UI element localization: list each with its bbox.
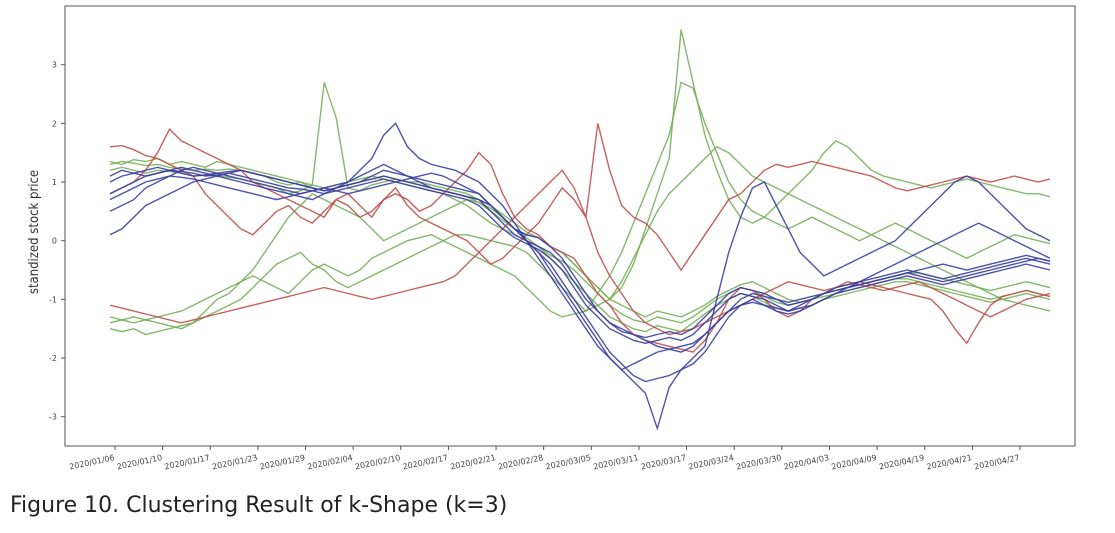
- x-tick-label: 2020/04/03: [783, 453, 830, 471]
- x-tick-label: 2020/03/11: [592, 453, 639, 471]
- series-line-blue-10: [109, 122, 1051, 431]
- x-tick-label: 2020/02/28: [497, 453, 544, 471]
- y-tick-label: 1: [52, 178, 57, 187]
- x-tick-label: 2020/03/30: [735, 453, 782, 471]
- series-line-blue-13: [109, 166, 1051, 339]
- series-layer: [109, 29, 1051, 431]
- series-line-blue-11: [109, 163, 1051, 383]
- x-axis: 2020/01/06 2020/01/10 2020/01/17 2020/01/23…: [68, 446, 1021, 472]
- x-tick-label: 2020/04/21: [926, 453, 973, 471]
- y-tick-label: -2: [49, 354, 57, 363]
- x-tick-label: 2020/02/21: [449, 453, 496, 471]
- x-tick-label: 2020/03/17: [640, 453, 687, 471]
- y-tick-label: 2: [52, 119, 57, 128]
- x-tick-label: 2020/01/29: [259, 453, 306, 471]
- y-tick-label: 3: [52, 61, 57, 70]
- series-line-green-2: [109, 157, 1051, 333]
- x-tick-label: 2020/03/24: [688, 453, 735, 471]
- series-line-blue-12: [109, 172, 1051, 371]
- x-tick-label: 2020/02/04: [307, 453, 354, 471]
- chart-figure: -3 -2 -1 0 1 2 3 2020/01/06 2020/01/10 2020/01/1…: [27, 5, 1076, 472]
- x-tick-label: 2020/04/27: [973, 453, 1020, 471]
- line-chart: -3 -2 -1 0 1 2 3 2020/01/06 2020/01/10 2020/01/1…: [27, 5, 1076, 472]
- y-axis: -3 -2 -1 0 1 2 3: [49, 61, 65, 422]
- y-axis-label: standized stock price: [27, 170, 42, 294]
- x-tick-label: 2020/04/09: [831, 453, 878, 471]
- x-tick-label: 2020/03/05: [545, 453, 592, 471]
- series-line-green-5: [109, 145, 1051, 324]
- plot-area: [64, 5, 1076, 447]
- x-tick-label: 2020/01/06: [68, 453, 115, 471]
- series-line-green-4: [109, 81, 1051, 336]
- series-line-blue-14: [109, 169, 1051, 345]
- x-tick-label: 2020/01/17: [164, 453, 211, 471]
- y-tick-label: -3: [49, 413, 57, 422]
- x-tick-label: 2020/01/23: [211, 453, 258, 471]
- x-tick-label: 2020/01/10: [116, 453, 163, 471]
- y-tick-label: -1: [49, 295, 57, 304]
- x-tick-label: 2020/02/17: [402, 453, 449, 471]
- x-tick-label: 2020/02/10: [354, 453, 401, 471]
- y-tick-label: 0: [52, 237, 57, 246]
- x-tick-label: 2020/04/19: [878, 453, 925, 471]
- series-line-green-3: [109, 29, 1051, 330]
- figure-caption: Figure 10. Clustering Result of k-Shape …: [10, 493, 508, 518]
- series-line-red-6: [109, 144, 1051, 353]
- series-line-red-8: [109, 169, 1051, 345]
